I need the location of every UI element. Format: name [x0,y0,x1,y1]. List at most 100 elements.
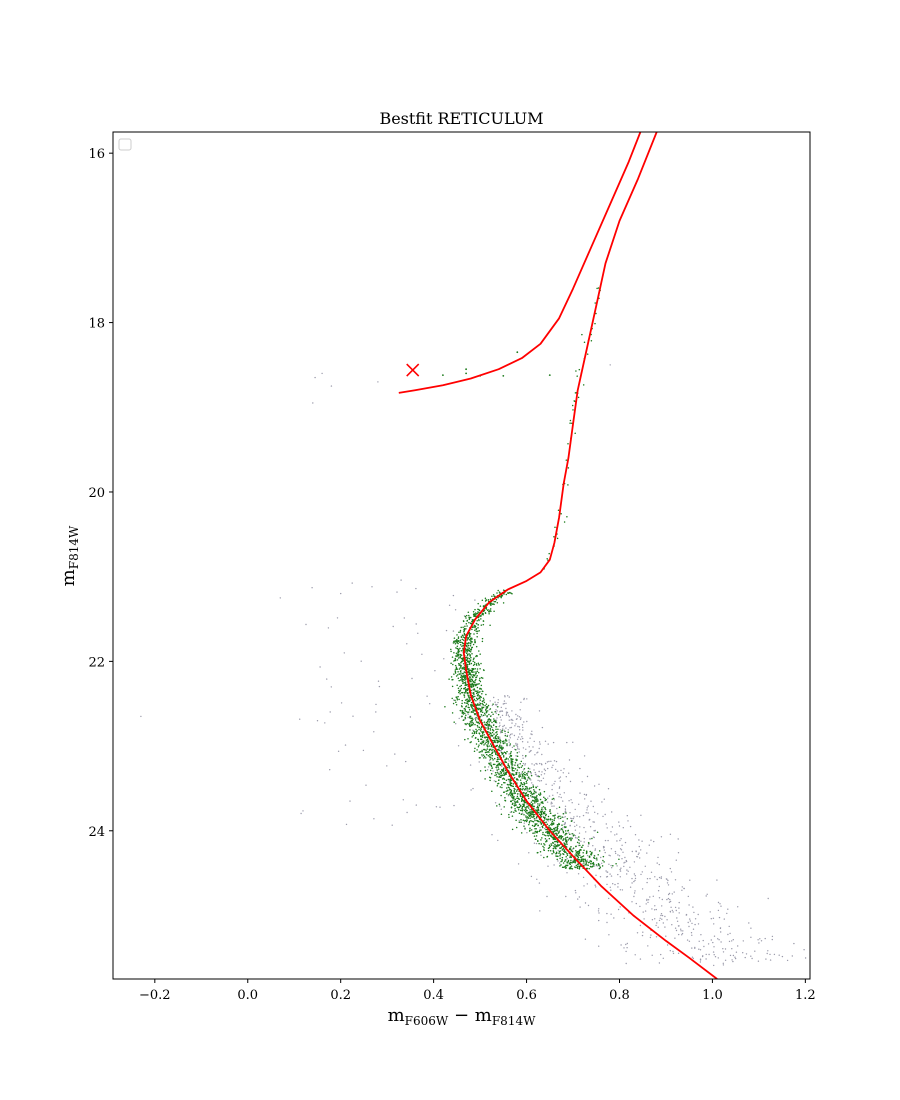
member-star [534,799,536,801]
member-star [497,763,499,766]
member-star [545,840,547,843]
member-star [474,684,476,686]
field-star [655,908,657,911]
field-star [745,953,748,955]
field-star [625,943,627,946]
member-star [485,599,487,601]
member-star [504,759,506,761]
member-star [550,843,552,845]
member-star [592,865,594,867]
member-star [463,668,465,671]
member-star [471,717,473,719]
member-star [488,745,490,747]
member-star [571,833,573,835]
member-star [474,679,476,682]
member-star [539,798,542,801]
member-star [499,744,501,746]
member-star [524,828,526,830]
member-star [486,715,488,717]
member-star [528,822,531,824]
member-star [466,668,469,670]
member-star [511,766,514,769]
member-star [536,805,539,807]
field-star [406,643,408,645]
member-star [538,793,540,795]
member-star [469,650,472,653]
member-star [485,703,488,705]
member-star [565,846,568,848]
member-star [502,375,505,377]
member-star [520,782,523,785]
field-star [522,747,525,749]
field-star [718,939,720,941]
member-star [515,819,517,821]
member-star [489,598,492,601]
member-star [516,351,519,354]
member-star [477,662,480,665]
field-star [672,950,674,953]
member-star [562,831,565,834]
member-star [459,709,462,712]
member-star [561,849,563,851]
member-star [470,711,473,713]
field-star [718,916,721,919]
field-star [676,920,679,922]
member-star [492,703,494,705]
member-star [490,744,493,746]
member-star [534,802,536,804]
field-star [511,718,513,721]
field-star [631,882,633,884]
member-star [544,799,547,801]
member-star [534,827,536,830]
member-star [509,743,512,745]
field-star [634,875,636,877]
member-star [521,809,523,812]
member-star [456,697,458,700]
member-star [498,762,501,765]
field-star [611,811,613,813]
field-star [452,594,455,597]
member-star [539,803,541,805]
field-star [625,859,627,862]
field-star [735,951,738,953]
member-star [476,724,479,727]
field-star [680,928,682,930]
member-star [455,647,457,649]
field-star [720,905,722,907]
field-star [669,900,672,903]
field-star [491,704,494,707]
member-star [512,758,514,760]
member-star [461,638,464,641]
member-star [482,697,485,700]
member-star [485,608,488,610]
member-star [560,828,563,830]
member-star [482,606,485,608]
member-star [475,732,478,735]
field-star [611,826,614,828]
member-star [519,787,522,790]
field-star [326,678,328,680]
field-star [499,710,501,713]
member-star [501,774,503,777]
field-star [300,812,302,815]
field-star [618,825,621,827]
member-star [473,663,476,666]
member-star [472,643,475,646]
member-star [526,788,528,790]
member-star [547,815,550,818]
member-star [462,719,465,722]
field-star [712,951,715,953]
member-star [475,628,478,630]
member-star [489,756,492,758]
member-star [538,788,541,791]
field-star [619,876,621,878]
member-star [511,760,514,763]
member-star [562,847,565,850]
member-star [480,738,483,741]
member-star [465,702,468,704]
field-star [551,788,553,791]
member-star [480,726,483,729]
member-star [482,740,484,742]
member-star [586,861,588,863]
field-star [717,938,719,940]
